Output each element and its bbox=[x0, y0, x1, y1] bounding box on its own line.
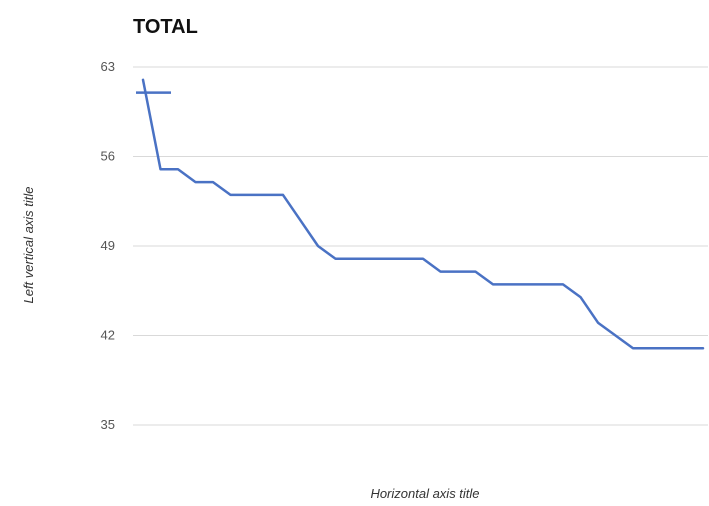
data-point bbox=[211, 180, 215, 184]
data-point bbox=[369, 257, 373, 261]
data-point bbox=[701, 346, 705, 350]
data-point bbox=[684, 346, 688, 350]
chart-title: TOTAL bbox=[133, 16, 198, 38]
data-point bbox=[421, 257, 425, 261]
y-axis-title: Left vertical axis title bbox=[21, 186, 36, 303]
data-point bbox=[229, 193, 233, 197]
data-point bbox=[596, 321, 600, 325]
series-line bbox=[141, 78, 705, 350]
data-point bbox=[544, 282, 548, 286]
data-point bbox=[246, 193, 250, 197]
data-point bbox=[264, 193, 268, 197]
y-tick-label: 49 bbox=[101, 238, 115, 253]
data-point bbox=[194, 180, 198, 184]
data-point bbox=[404, 257, 408, 261]
data-point bbox=[579, 295, 583, 299]
y-tick-label: 56 bbox=[101, 149, 115, 164]
y-tick-labels: 63 56 49 42 35 bbox=[101, 59, 115, 432]
series-layer bbox=[136, 78, 705, 350]
y-tick-label: 35 bbox=[101, 417, 115, 432]
y-tick-label: 42 bbox=[101, 328, 115, 343]
data-point bbox=[649, 346, 653, 350]
data-point bbox=[631, 346, 635, 350]
data-point bbox=[456, 270, 460, 274]
data-point bbox=[334, 257, 338, 261]
data-point bbox=[614, 334, 618, 338]
x-axis-title: Horizontal axis title bbox=[370, 486, 479, 501]
grid bbox=[133, 66, 708, 426]
data-point bbox=[439, 270, 443, 274]
data-point bbox=[386, 257, 390, 261]
y-tick-label: 63 bbox=[101, 59, 115, 74]
data-point bbox=[509, 282, 513, 286]
data-point bbox=[561, 282, 565, 286]
data-point bbox=[526, 282, 530, 286]
data-point bbox=[474, 270, 478, 274]
data-point bbox=[491, 282, 495, 286]
data-point bbox=[316, 244, 320, 248]
data-point bbox=[281, 193, 285, 197]
data-point bbox=[666, 346, 670, 350]
data-point bbox=[141, 78, 145, 82]
data-point bbox=[299, 218, 303, 222]
data-point bbox=[351, 257, 355, 261]
data-point bbox=[159, 167, 163, 171]
data-point bbox=[176, 167, 180, 171]
